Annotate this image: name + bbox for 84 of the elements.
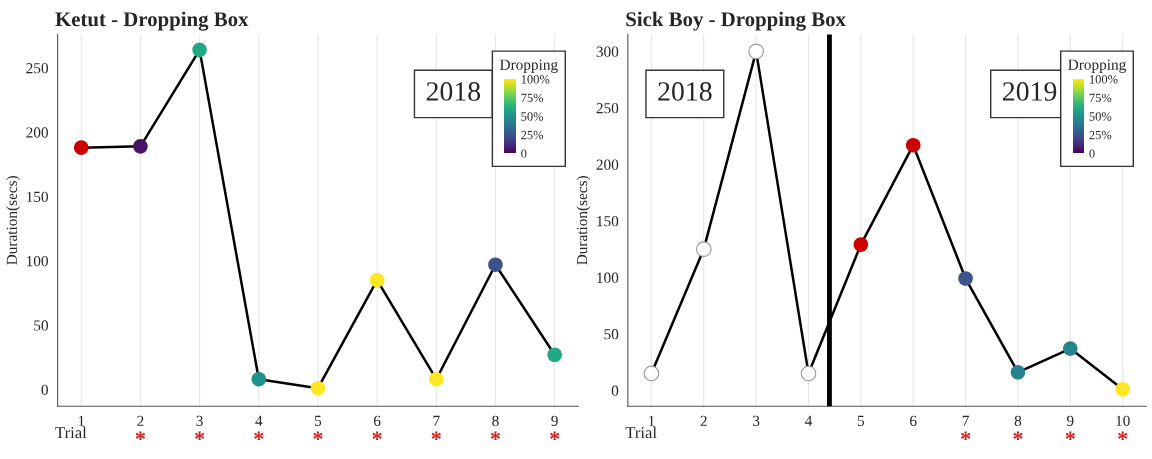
y-tick-label: 200 xyxy=(26,127,48,138)
point xyxy=(1063,341,1078,356)
x-tick-label: 2 xyxy=(700,415,707,426)
color-bar-label: 75% xyxy=(521,93,544,103)
x-tick-label: 7 xyxy=(962,415,969,426)
text: * xyxy=(254,431,264,440)
color-bar-label: 0 xyxy=(521,149,527,158)
point xyxy=(73,140,89,155)
point xyxy=(695,241,712,257)
point xyxy=(1115,381,1130,397)
y-tick-label: 300 xyxy=(596,46,619,57)
annotation: 2019 xyxy=(1003,82,1057,101)
x-tick-label: 6 xyxy=(373,415,381,426)
x-tick-label: 3 xyxy=(753,415,760,426)
x-tick-label: 5 xyxy=(315,415,322,426)
point xyxy=(310,380,326,396)
y-tick-label: 100 xyxy=(27,255,48,267)
color-bar-label: 25% xyxy=(521,130,544,140)
x-tick-label: 1 xyxy=(78,415,85,426)
y-axis-title: Duration(secs) xyxy=(6,176,21,265)
text: * xyxy=(960,431,971,440)
point xyxy=(133,139,148,154)
annotation: 2018 xyxy=(658,82,712,101)
x-tick-label: 8 xyxy=(1014,415,1022,426)
text: * xyxy=(431,431,441,440)
chart-title: Sick Boy - Dropping Box xyxy=(626,11,846,31)
x-tick-label: 6 xyxy=(910,415,917,426)
point xyxy=(488,257,503,272)
point xyxy=(853,237,869,252)
point xyxy=(643,365,660,382)
y-tick-label: 50 xyxy=(34,320,48,331)
text: * xyxy=(1013,431,1023,440)
y-tick-label: 200 xyxy=(596,159,619,170)
point xyxy=(429,371,444,387)
x-tick-label: 4 xyxy=(255,415,263,426)
point xyxy=(748,43,764,60)
text: * xyxy=(135,431,146,440)
y-tick-label: 150 xyxy=(27,191,48,202)
text: * xyxy=(1065,431,1075,440)
x-tick-label: 2 xyxy=(137,415,144,426)
y-tick-label: 250 xyxy=(596,103,619,114)
color-bar-label: 0 xyxy=(1089,149,1095,158)
x-tick-label: 8 xyxy=(492,415,499,426)
x-tick-label: 9 xyxy=(551,415,558,426)
color-bar-label: 25% xyxy=(1089,130,1112,140)
annotation: 2018 xyxy=(426,82,481,101)
color-bar-label: 100% xyxy=(1089,75,1118,84)
point xyxy=(192,42,207,58)
x-tick-label: 4 xyxy=(804,415,813,426)
text: * xyxy=(194,431,205,440)
color-bar-label: 75% xyxy=(1089,93,1112,103)
color-bar-label: 50% xyxy=(521,112,544,121)
text: * xyxy=(1118,431,1128,440)
x-axis-title: Trial xyxy=(55,426,87,439)
color-bar-label: 100% xyxy=(521,75,550,84)
text: * xyxy=(550,431,560,440)
chart-title: Ketut - Dropping Box xyxy=(55,11,249,31)
point xyxy=(1010,365,1026,380)
point xyxy=(547,347,562,363)
point xyxy=(905,137,921,153)
color-bar-title: Dropping xyxy=(500,59,558,73)
x-tick-label: 5 xyxy=(857,415,865,426)
y-tick-label: 50 xyxy=(604,329,619,340)
text: * xyxy=(490,431,501,440)
point xyxy=(251,371,267,387)
text: * xyxy=(313,431,323,440)
color-bar-title: Dropping xyxy=(1068,59,1126,73)
point xyxy=(958,271,973,286)
x-tick-label: 3 xyxy=(196,415,203,426)
x-tick-label: 9 xyxy=(1066,415,1074,426)
point xyxy=(369,272,385,288)
x-tick-label: 7 xyxy=(433,415,440,426)
y-tick-label: 150 xyxy=(597,216,619,227)
x-tick-label: 10 xyxy=(1116,415,1130,426)
color-bar-label: 50% xyxy=(1089,112,1112,121)
y-tick-label: 100 xyxy=(597,272,619,283)
x-axis-title: Trial xyxy=(625,426,657,439)
x-tick-label: 1 xyxy=(648,415,655,426)
y-tick-label: 250 xyxy=(26,63,48,74)
text: * xyxy=(372,431,382,440)
y-tick-label: 0 xyxy=(41,384,48,395)
y-axis-title: Duration(secs) xyxy=(576,176,591,265)
point xyxy=(800,365,817,382)
y-tick-label: 0 xyxy=(611,385,619,396)
